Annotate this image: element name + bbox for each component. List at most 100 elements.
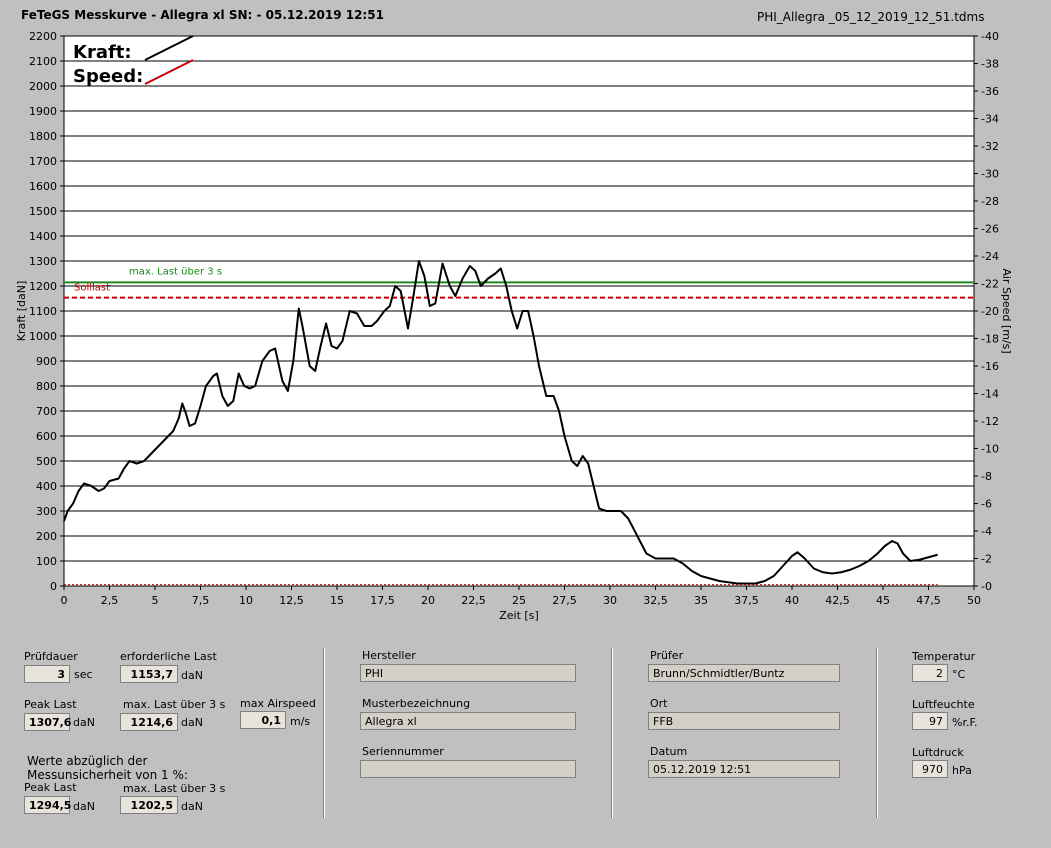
- y2-tick-label: -30: [981, 168, 999, 181]
- feuchte-label: Luftfeuchte: [912, 698, 975, 711]
- x-tick-label: 10: [239, 594, 253, 607]
- hersteller-label: Hersteller: [362, 649, 416, 662]
- y-tick-label: 2000: [29, 80, 57, 93]
- y-tick-label: 800: [36, 380, 57, 393]
- legend-swatch: [144, 59, 194, 85]
- pruefdauer-unit: sec: [74, 668, 93, 681]
- x-tick-label: 45: [876, 594, 890, 607]
- y-tick-label: 1500: [29, 205, 57, 218]
- divider-1: [323, 648, 325, 818]
- ort-label: Ort: [650, 697, 668, 710]
- y2-tick-label: -12: [981, 415, 999, 428]
- x-tick-label: 2,5: [101, 594, 119, 607]
- y2-axis-ticks: -0 -2 -4 -6 -8 -10 -12 -14 -16 -18 -20 -22 -24 -26 -28…: [974, 30, 999, 593]
- feuchte-unit: %r.F.: [952, 716, 978, 729]
- serien-field: [360, 760, 576, 778]
- max-air-field: 0,1: [240, 711, 286, 729]
- x-tick-label: 50: [967, 594, 981, 607]
- y2-tick-label: -0: [981, 580, 992, 593]
- y-tick-label: 1000: [29, 330, 57, 343]
- y2-tick-label: -14: [981, 388, 999, 401]
- reference-line-label: Solllast: [74, 283, 110, 294]
- series-kraft-line: [63, 260, 938, 585]
- werte-text-1: Werte abzüglich der: [27, 754, 148, 768]
- druck-field: 970: [912, 760, 948, 778]
- y-axis-label: Kraft [daN]: [15, 281, 28, 342]
- x-tick-label: 7,5: [192, 594, 210, 607]
- temp-field: 2: [912, 664, 948, 682]
- y-tick-label: 1700: [29, 155, 57, 168]
- hersteller-field: PHI: [360, 664, 576, 682]
- y2-tick-label: -26: [981, 223, 999, 236]
- x-axis-label: Zeit [s]: [499, 609, 538, 622]
- reference-line-label: max. Last über 3 s: [129, 266, 222, 277]
- peak-last2-label: Peak Last: [24, 781, 77, 794]
- y2-tick-label: -36: [981, 85, 999, 98]
- chart-area: 0 2,5 5 7,5 10 12,5 15 17,5 20 22,5 25 27,5 30 32,5 35…: [15, 30, 1013, 622]
- pruefdauer-field: 3: [24, 665, 70, 683]
- max-last2-label: max. Last über 3 s: [123, 782, 226, 795]
- pruefer-label: Prüfer: [650, 649, 684, 662]
- pruefdauer-label: Prüfdauer: [24, 650, 78, 663]
- erf-last-field: 1153,7: [120, 665, 178, 683]
- y-tick-label: 700: [36, 405, 57, 418]
- y-tick-label: 1100: [29, 305, 57, 318]
- y-tick-label: 200: [36, 530, 57, 543]
- peak-last-label: Peak Last: [24, 698, 77, 711]
- druck-unit: hPa: [952, 764, 972, 777]
- reference-lines: max. Last über 3 s Solllast: [64, 266, 974, 299]
- legend-label: Kraft:: [73, 42, 132, 63]
- ort-field: FFB: [648, 712, 840, 730]
- temp-unit: °C: [952, 668, 966, 681]
- peak-last-field: 1307,6: [24, 713, 71, 731]
- x-tick-label: 42,5: [825, 594, 850, 607]
- x-axis-ticks: 0 2,5 5 7,5 10 12,5 15 17,5 20 22,5 25 27,5 30 32,5 35…: [61, 586, 981, 607]
- divider-2: [611, 648, 613, 818]
- max-last2-field: 1202,5: [120, 796, 178, 814]
- y-tick-label: 300: [36, 505, 57, 518]
- y-axis-ticks: 0 100 200 300 400 500 600 700 800 900 1000 1100 1200…: [29, 30, 64, 593]
- grid-lines: [64, 35, 974, 562]
- y2-tick-label: -18: [981, 333, 999, 346]
- max-last-label: max. Last über 3 s: [123, 698, 226, 711]
- muster-label: Musterbezeichnung: [362, 697, 471, 710]
- x-tick-label: 15: [330, 594, 344, 607]
- y2-tick-label: -2: [981, 553, 992, 566]
- y2-tick-label: -8: [981, 470, 992, 483]
- feuchte-field: 97: [912, 712, 948, 730]
- x-tick-label: 27,5: [552, 594, 577, 607]
- werte-text-2: Messunsicherheit von 1 %:: [27, 768, 188, 782]
- chart-window-title: FeTeGS Messkurve - Allegra xl SN: - 05.1…: [21, 8, 384, 22]
- legend-label: Speed:: [73, 66, 143, 87]
- y-tick-label: 400: [36, 480, 57, 493]
- y2-tick-label: -38: [981, 58, 999, 71]
- y-tick-label: 1300: [29, 255, 57, 268]
- serien-label: Seriennummer: [362, 745, 444, 758]
- y-tick-label: 0: [50, 580, 57, 593]
- x-tick-label: 5: [152, 594, 159, 607]
- y-tick-label: 2200: [29, 30, 57, 43]
- max-last-field: 1214,6: [120, 713, 178, 731]
- y-tick-label: 1600: [29, 180, 57, 193]
- data-series: [63, 260, 938, 586]
- y2-tick-label: -6: [981, 498, 992, 511]
- legend-swatch: [144, 35, 194, 61]
- druck-label: Luftdruck: [912, 746, 964, 759]
- y-tick-label: 600: [36, 430, 57, 443]
- y2-tick-label: -24: [981, 250, 999, 263]
- x-tick-label: 47,5: [916, 594, 941, 607]
- peak-last2-unit: daN: [73, 800, 95, 813]
- x-tick-label: 30: [603, 594, 617, 607]
- datum-field: 05.12.2019 12:51: [648, 760, 840, 778]
- y2-tick-label: -16: [981, 360, 999, 373]
- y2-tick-label: -28: [981, 195, 999, 208]
- pruefer-field: Brunn/Schmidtler/Buntz: [648, 664, 840, 682]
- x-tick-label: 37,5: [734, 594, 759, 607]
- file-name: PHI_Allegra _05_12_2019_12_51.tdms: [757, 10, 985, 24]
- y-tick-label: 900: [36, 355, 57, 368]
- peak-last2-field: 1294,5: [24, 796, 71, 814]
- x-tick-label: 32,5: [643, 594, 668, 607]
- y-tick-label: 1400: [29, 230, 57, 243]
- x-tick-label: 25: [512, 594, 526, 607]
- y-tick-label: 2100: [29, 55, 57, 68]
